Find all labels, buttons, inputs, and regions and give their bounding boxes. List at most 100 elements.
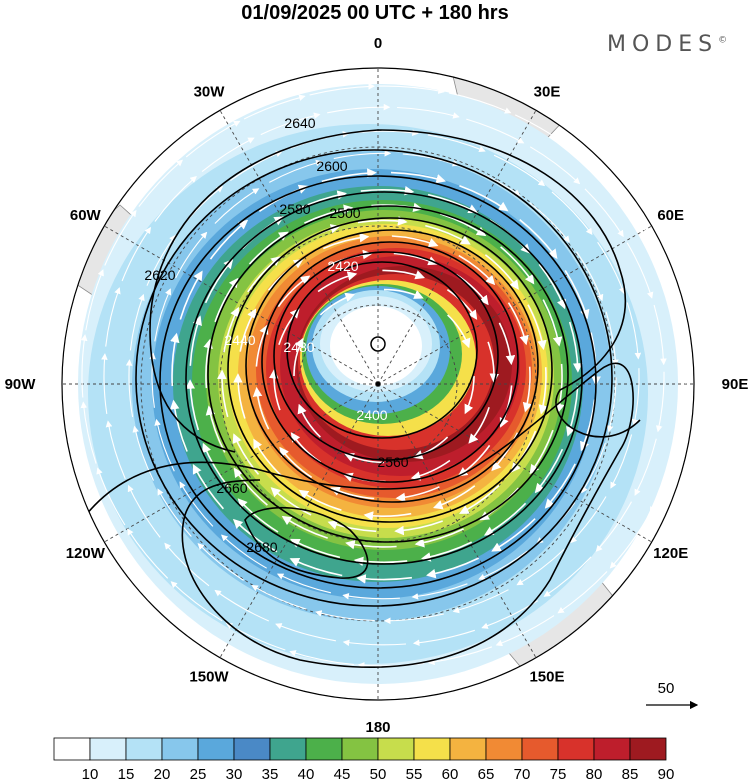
wind-arrow	[127, 484, 161, 538]
reference-vector: 50	[646, 680, 699, 710]
wind-arrow	[279, 446, 313, 479]
wind-arrow	[104, 209, 137, 266]
wind-arrow	[344, 453, 385, 464]
wind-arrow	[330, 486, 375, 500]
wind-arrow	[121, 226, 152, 282]
colorbar-tick-55: 55	[406, 766, 423, 782]
wind-arrow	[584, 188, 624, 238]
wind-arrow	[289, 538, 341, 559]
wind-arrow	[297, 403, 321, 438]
wind-arrow	[581, 442, 606, 494]
colorbar-tick-35: 35	[262, 766, 279, 782]
pole-dot	[375, 381, 381, 387]
height-contour-2640	[149, 129, 641, 453]
wind-arrow	[427, 193, 479, 214]
wind-arrow	[239, 308, 257, 352]
wind-arrow	[391, 235, 439, 248]
wind-arrow	[202, 442, 230, 489]
wind-arrow	[105, 420, 126, 480]
wind-arrow	[529, 146, 581, 185]
wind-arrow	[607, 377, 617, 433]
wind-arrow	[610, 434, 633, 489]
wind-arrow	[679, 320, 690, 385]
wind-arrow	[223, 306, 239, 353]
wind-arrow	[315, 610, 375, 622]
wind-arrow	[458, 254, 496, 286]
wind-arrow	[255, 324, 269, 367]
colorbar-swatch	[305, 737, 343, 761]
wind-arrow	[428, 646, 493, 666]
wind-arrow	[327, 520, 377, 533]
wind-arrow	[342, 592, 400, 600]
wind-arrow	[483, 502, 527, 536]
wind-arrow	[357, 662, 424, 669]
contour-label-2560: 2560	[377, 454, 408, 470]
wind-arrow	[164, 542, 210, 587]
meridian-line	[104, 225, 379, 385]
wind-arrow	[674, 388, 687, 451]
wind-arrow	[468, 406, 490, 444]
wind-arrow	[448, 92, 512, 114]
wind-arrow	[154, 175, 197, 222]
longitude-label-60E: 60E	[657, 207, 684, 224]
wind-arrow	[309, 83, 375, 96]
wind-arrow	[626, 302, 642, 360]
low-center-contour	[370, 336, 386, 352]
height-contour	[286, 261, 478, 439]
wind-arrow	[357, 216, 408, 226]
brand-copyright: ©	[718, 35, 728, 46]
meridian-line	[377, 225, 652, 385]
speed-band-calm	[330, 306, 422, 386]
colorbar-swatch	[629, 737, 667, 761]
wind-arrow	[105, 287, 121, 347]
wind-arrow	[543, 556, 592, 597]
longitude-label-90E: 90E	[722, 376, 749, 393]
wind-arrow	[201, 137, 255, 173]
height-contour-2680	[244, 506, 369, 579]
colorbar-swatch	[521, 737, 559, 761]
height-contour	[273, 251, 499, 461]
wind-arrow	[414, 528, 464, 548]
wind-arrow	[507, 302, 529, 346]
contour-label-2440: 2440	[224, 332, 255, 348]
wind-arrow	[653, 304, 667, 366]
wind-arrow	[412, 629, 475, 647]
colorbar-tick-50: 50	[370, 766, 387, 782]
wind-arrow	[157, 488, 192, 537]
wind-arrow	[356, 574, 413, 584]
meridian-line	[377, 110, 537, 385]
colorbar-tick-20: 20	[154, 766, 171, 782]
longitude-labels: 0 30E 60E 90E 120E 150E 180 150W 120W 90W 60W 30W	[5, 35, 749, 736]
longitude-label-150E: 150E	[529, 669, 564, 686]
wind-arrow	[446, 289, 478, 320]
wind-arrow	[452, 589, 509, 614]
wind-arrow	[175, 231, 208, 279]
colorbar-tick-30: 30	[226, 766, 243, 782]
wind-arrow	[493, 154, 546, 187]
wind-arrow	[189, 315, 202, 366]
meridian-line	[104, 383, 379, 543]
wind-arrow	[570, 496, 607, 544]
wind-arrow	[555, 363, 565, 414]
longitude-label-120E: 120E	[653, 545, 688, 562]
wind-arrow	[534, 448, 564, 494]
wind-arrow	[185, 120, 241, 158]
contour-labels: 2400 2420 2440 2480 2500 2560 2580 2600 2620 2640…	[144, 115, 408, 555]
wind-arrow	[243, 94, 306, 120]
wind-arrow	[538, 367, 548, 415]
wind-arrow	[411, 583, 468, 600]
wind-arrow	[568, 321, 583, 373]
wind-arrow	[499, 385, 513, 428]
longitude-label-30E: 30E	[534, 83, 561, 100]
longitude-label-180: 180	[365, 719, 390, 736]
wind-arrow	[85, 269, 104, 331]
wind-arrow	[622, 198, 658, 254]
wind-arrow	[481, 600, 539, 629]
colorbar-swatch	[341, 737, 379, 761]
longitude-label-60W: 60W	[70, 207, 102, 224]
wind-arrow	[459, 185, 509, 212]
map-title: 01/09/2025 00 UTC + 180 hrs	[241, 2, 509, 24]
wind-arrow	[132, 425, 154, 481]
wind-arrow	[214, 277, 239, 323]
colorbar-tick-60: 60	[442, 766, 459, 782]
